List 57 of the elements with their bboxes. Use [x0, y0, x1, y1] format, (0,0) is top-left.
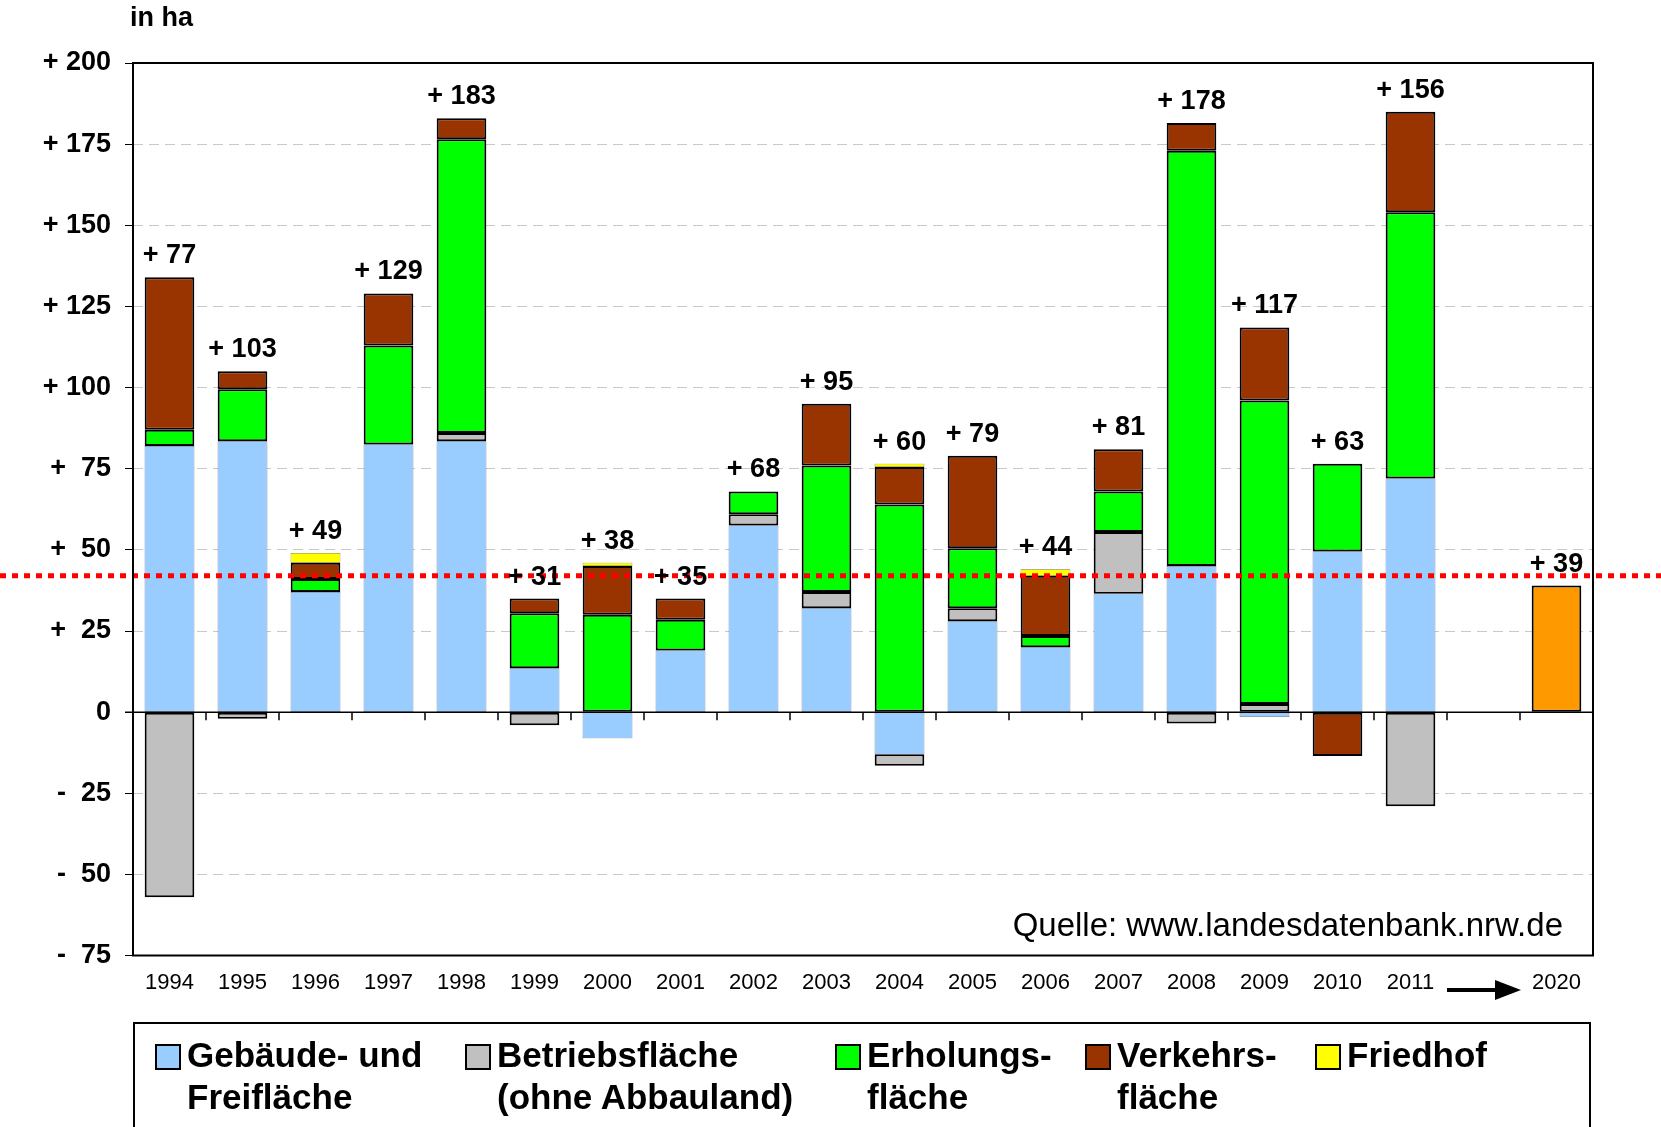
y-tick-label: + 125 [42, 289, 111, 320]
x-tick-label: 2001 [656, 968, 705, 994]
y-tick-label: - 75 [56, 939, 111, 970]
y-tick-label: + 175 [42, 127, 111, 158]
legend-label: Verkehrs- fläche [1117, 1034, 1278, 1118]
y-tick-label: + 25 [50, 614, 111, 645]
x-tick-label: 2003 [802, 968, 851, 994]
total-label: + 79 [945, 417, 1000, 448]
total-label: + 117 [1231, 289, 1298, 320]
x-tick-label: 2009 [1240, 968, 1289, 994]
legend-label: Gebäude- und Freifläche [187, 1034, 424, 1118]
x-tick-label: 2010 [1313, 968, 1362, 994]
total-label: + 103 [208, 333, 277, 364]
legend-label: Friedhof [1347, 1034, 1487, 1076]
x-tick-label: 1995 [218, 968, 267, 994]
x-tick-label: 1994 [145, 968, 194, 994]
y-axis-title: in ha [130, 1, 194, 32]
x-tick-label: 2007 [1094, 968, 1143, 994]
y-tick-label: + 50 [50, 533, 111, 564]
total-label: + 39 [1529, 547, 1584, 578]
x-tick-label: 2006 [1021, 968, 1070, 994]
y-tick-label: + 200 [42, 46, 111, 77]
total-label: + 35 [653, 560, 708, 591]
total-label: + 63 [1310, 425, 1365, 456]
y-tick-label: - 25 [56, 776, 111, 807]
legend-label: Erholungs- fläche [867, 1034, 1053, 1118]
x-tick-label: 2020 [1532, 968, 1581, 994]
legend-label: Betriebsfläche (ohne Abbauland) [497, 1034, 795, 1118]
total-label: + 183 [427, 80, 496, 111]
y-tick-label: - 50 [56, 857, 111, 888]
total-label: + 95 [799, 365, 854, 396]
x-tick-label: 1997 [364, 968, 413, 994]
total-label: + 60 [872, 425, 927, 456]
total-label: + 156 [1376, 73, 1445, 104]
x-tick-label: 2008 [1167, 968, 1216, 994]
total-label: + 38 [580, 524, 635, 555]
x-tick-label: 1996 [291, 968, 340, 994]
x-tick-label: 2005 [948, 968, 997, 994]
total-label: + 44 [1018, 531, 1073, 562]
total-label: + 129 [354, 255, 423, 286]
y-tick-label: + 75 [50, 452, 111, 483]
y-tick-label: 0 [95, 695, 111, 726]
total-label: + 77 [142, 239, 197, 270]
annotation: Quelle: www.landesdatenbank.nrw.de [1012, 906, 1563, 944]
x-tick-label: 1998 [437, 968, 486, 994]
y-tick-label: + 100 [42, 371, 111, 402]
x-tick-label: 2004 [875, 968, 924, 994]
total-label: + 178 [1157, 85, 1226, 115]
x-tick-label: 2000 [583, 968, 632, 994]
y-tick-label: + 150 [42, 208, 111, 239]
x-tick-label: 2011 [1386, 968, 1435, 994]
total-label: + 68 [726, 453, 781, 484]
total-label: + 81 [1091, 411, 1146, 442]
x-tick-label: 2002 [729, 968, 778, 994]
total-label: + 49 [288, 515, 343, 546]
total-label: + 31 [507, 560, 562, 591]
x-tick-label: 1999 [510, 968, 559, 994]
